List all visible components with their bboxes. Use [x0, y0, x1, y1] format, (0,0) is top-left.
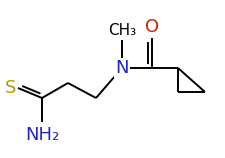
Text: O: O: [144, 18, 158, 36]
Text: S: S: [4, 79, 16, 97]
Text: NH₂: NH₂: [25, 126, 59, 144]
Text: CH₃: CH₃: [108, 23, 135, 38]
Text: N: N: [115, 59, 128, 77]
